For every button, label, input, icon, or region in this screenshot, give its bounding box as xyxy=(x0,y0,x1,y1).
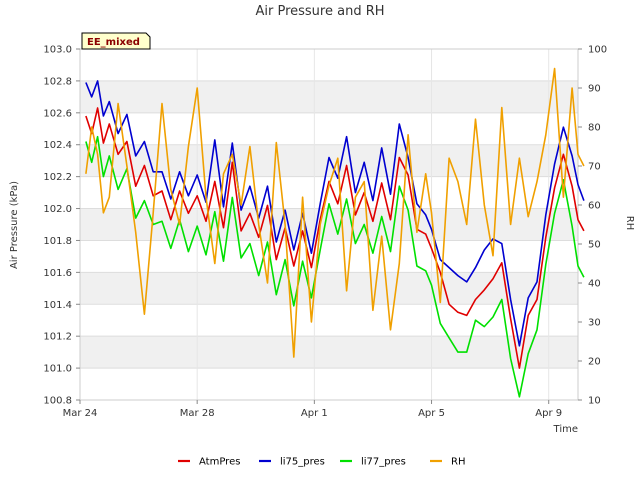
plot-frame xyxy=(79,48,579,401)
y2-tick-label: 100 xyxy=(588,45,607,56)
y-tick-label: 102.0 xyxy=(43,204,72,215)
x-tick-label: Apr 9 xyxy=(535,408,562,419)
legend-label-li75_pres: li75_pres xyxy=(280,457,325,468)
y2-tick-label: 90 xyxy=(588,84,601,95)
dataset-badge-label: EE_mixed xyxy=(87,37,140,48)
y-axis-title: Air Pressure (kPa) xyxy=(9,181,20,269)
series-line-atmpres xyxy=(85,107,585,369)
x-tick-label: Apr 1 xyxy=(301,408,328,419)
dataset-badge: EE_mixed xyxy=(81,32,151,50)
y-tick-label: 101.6 xyxy=(43,268,72,279)
y-tick-label: 102.2 xyxy=(43,172,72,183)
y2-tick-label: 80 xyxy=(588,123,601,134)
legend: AtmPres li75_pres li77_pres RH xyxy=(178,457,465,468)
plot-band xyxy=(80,304,578,337)
y2-tick-label: 10 xyxy=(588,396,601,407)
y-axis-right: 10 20 30 40 50 60 70 80 90 100 xyxy=(578,45,607,407)
series-line-li77_pres xyxy=(85,135,585,398)
chart-title: Air Pressure and RH xyxy=(255,4,384,19)
y-tick-label: 102.6 xyxy=(43,108,72,119)
y-tick-label: 103.0 xyxy=(43,45,72,56)
plot-band xyxy=(80,368,578,400)
plot-band xyxy=(80,336,578,369)
x-axis-title: Time xyxy=(553,424,578,435)
x-tick-label: Apr 5 xyxy=(418,408,445,419)
plot-band xyxy=(80,272,578,305)
legend-label-li77_pres: li77_pres xyxy=(361,457,406,468)
y2-tick-label: 40 xyxy=(588,279,601,290)
x-tick-label: Mar 28 xyxy=(180,408,215,419)
legend-label-rh: RH xyxy=(451,457,465,468)
y2-tick-label: 30 xyxy=(588,318,601,329)
y-tick-label: 101.8 xyxy=(43,236,72,247)
y-axis-left: 100.8 101.0 101.2 101.4 101.6 101.8 102.0 102.2… xyxy=(43,45,80,407)
series-line-li75_pres xyxy=(85,80,585,347)
y2-tick-label: 50 xyxy=(588,240,601,251)
plot-band xyxy=(80,240,578,273)
series-line-rh xyxy=(85,67,585,358)
y2-axis-title: RH xyxy=(624,216,635,230)
y-tick-label: 101.2 xyxy=(43,332,72,343)
y-tick-label: 101.4 xyxy=(43,300,72,311)
x-tick-label: Mar 24 xyxy=(63,408,98,419)
legend-label-atmpres: AtmPres xyxy=(199,457,240,468)
y2-tick-label: 70 xyxy=(588,162,601,173)
series-lines xyxy=(85,67,585,398)
y2-tick-label: 20 xyxy=(588,357,601,368)
y2-tick-label: 60 xyxy=(588,201,601,212)
y-tick-label: 102.8 xyxy=(43,76,72,87)
y-tick-label: 100.8 xyxy=(43,396,72,407)
plot-band xyxy=(80,49,578,81)
y-tick-label: 101.0 xyxy=(43,364,72,375)
y-tick-label: 102.4 xyxy=(43,140,72,151)
x-axis: Mar 24 Mar 28 Apr 1 Apr 5 Apr 9 xyxy=(63,400,562,419)
plot-band xyxy=(80,80,578,113)
